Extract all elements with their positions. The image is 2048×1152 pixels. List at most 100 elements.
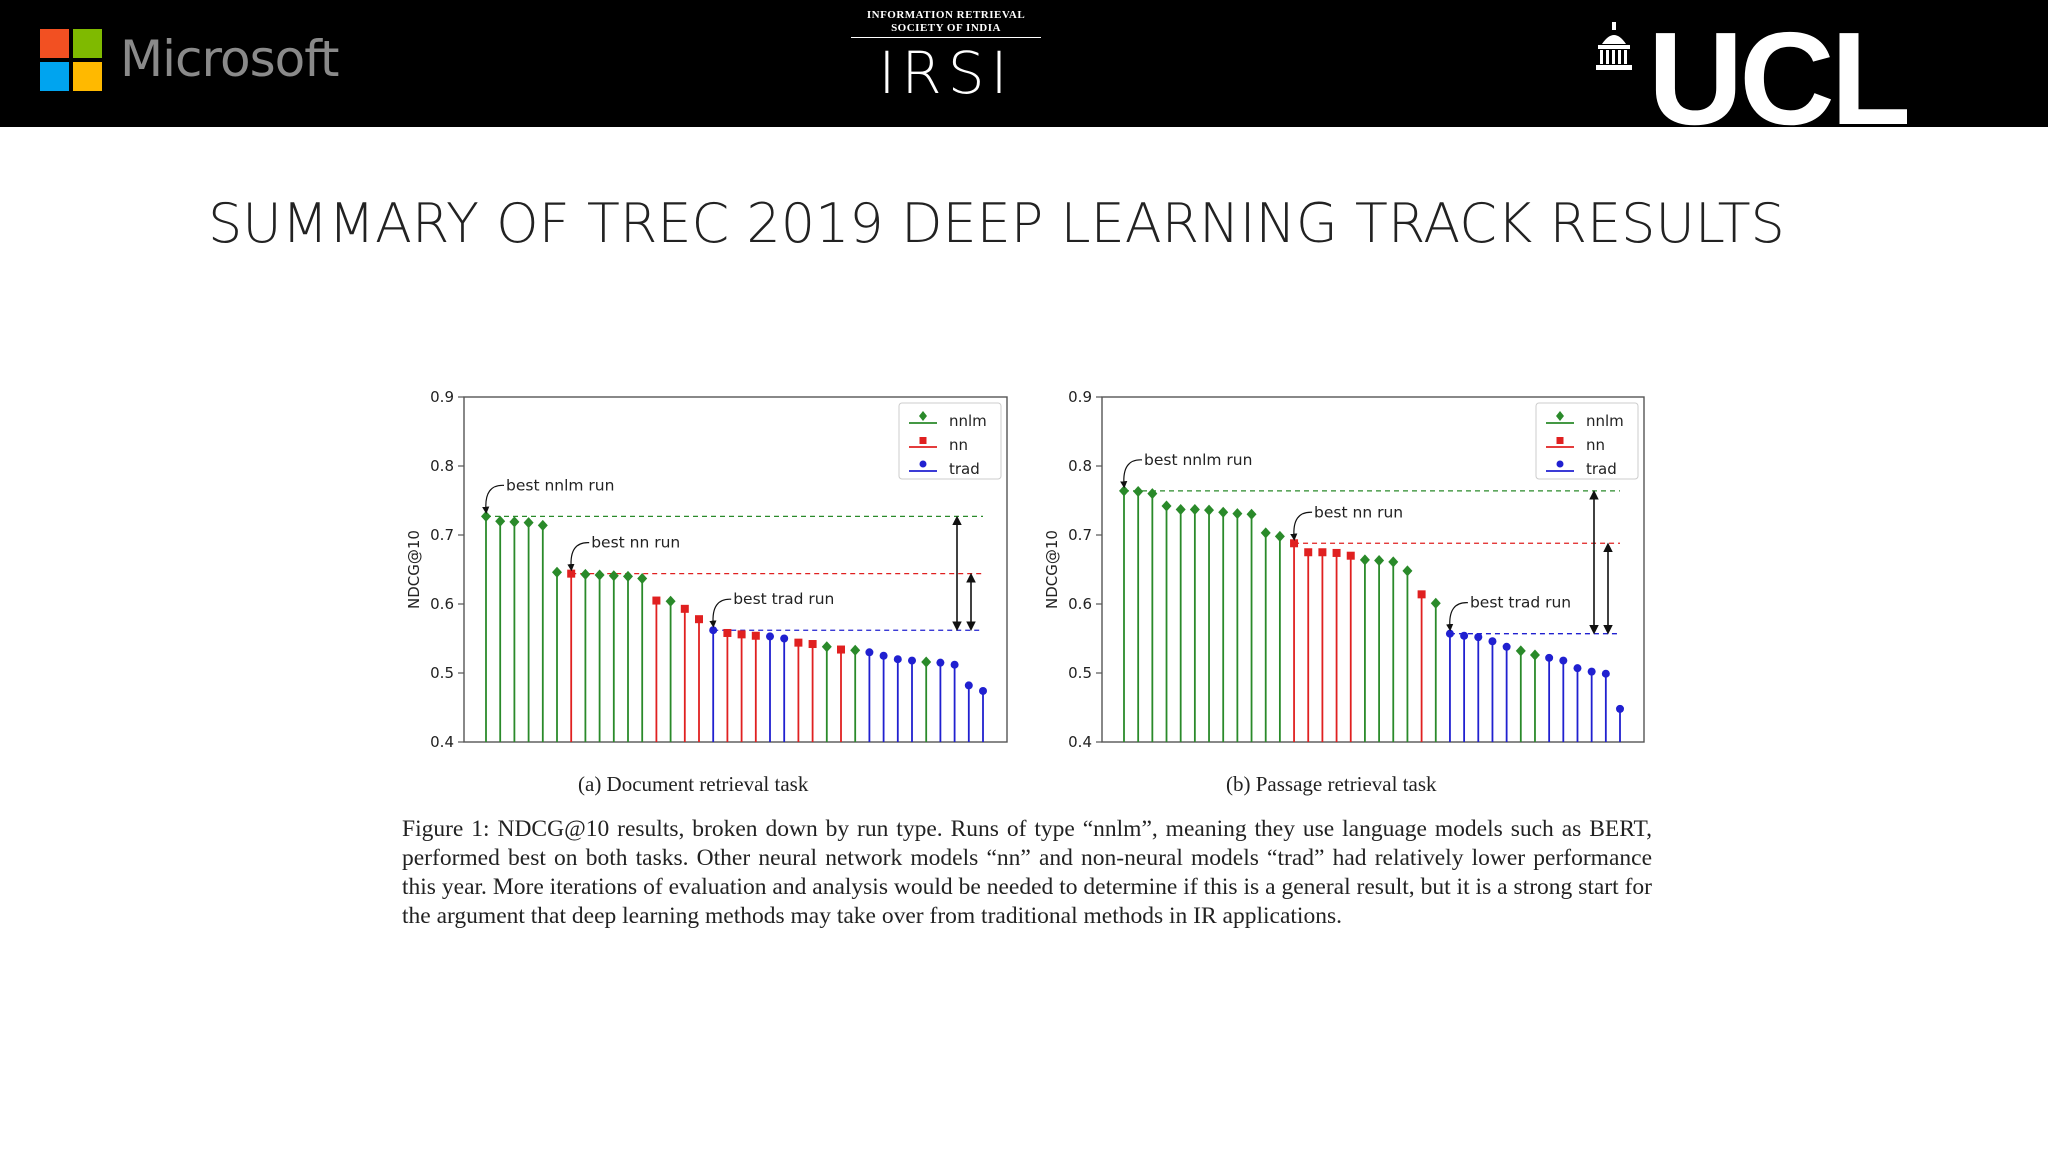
panel-a-point-nnlm (537, 519, 548, 531)
subcaption-b: (b) Passage retrieval task (1226, 772, 1437, 796)
panel-a-point-trad (865, 648, 874, 657)
irsi-line1: INFORMATION RETRIEVAL (866, 9, 1026, 21)
panel-a-point-nnlm (552, 566, 562, 578)
ms-green-square (73, 29, 102, 58)
panel-a-point-nnlm (495, 515, 506, 527)
panel-a-point-nnlm (921, 656, 932, 668)
panel-b-point-trad (1616, 704, 1624, 713)
panel-b-point-nn (1318, 548, 1327, 557)
panel-b-point-trad (1474, 633, 1483, 642)
panel-a-point-nn (695, 615, 703, 624)
panel-b-point-trad (1573, 664, 1582, 673)
panel-b-point-nnlm (1204, 504, 1215, 516)
panel-a-point-nnlm (623, 570, 633, 582)
panel-b-ylabel: NDCG@10 (1043, 530, 1061, 609)
panel-a-point-trad (709, 626, 718, 635)
panel-b-point-trad (1601, 669, 1610, 678)
panel-b-point-nnlm (1515, 645, 1526, 657)
microsoft-logo-icon (40, 29, 102, 91)
panel-a-point-nnlm (637, 572, 648, 584)
panel-b-point-nnlm (1274, 530, 1285, 542)
panel-a-ytick-label: 0.5 (430, 664, 454, 682)
ucl-wordmark: UCL (1648, 5, 1908, 127)
panel-a-point-nnlm (665, 595, 676, 607)
panel-a-point-nn (837, 645, 845, 654)
panel-b-ytick-label: 0.6 (1068, 595, 1092, 613)
panel-a-point-nn (751, 631, 760, 640)
ms-blue-square (40, 62, 69, 91)
panel-b-point-nnlm (1388, 556, 1399, 568)
panel-b-legend-label-nnlm: nnlm (1586, 412, 1624, 430)
figure-caption: Figure 1: NDCG@10 results, broken down b… (402, 816, 1652, 929)
panel-b-point-nn (1346, 551, 1355, 560)
panel-b-ytick-label: 0.4 (1068, 733, 1092, 751)
panel-b-ytick-label: 0.5 (1068, 664, 1092, 682)
panel-a-point-nnlm (509, 516, 520, 528)
panel-b-point-trad (1545, 653, 1554, 662)
panel-b-annotation-label: best nn run (1314, 503, 1403, 521)
panel-b-point-nnlm (1119, 485, 1129, 497)
panel-a-annotation-arrow (482, 484, 505, 514)
panel-b-point-nnlm (1246, 508, 1257, 520)
irsi-logo: INFORMATION RETRIEVAL SOCIETY OF INDIA I… (848, 0, 1044, 127)
panel-b-ytick-label: 0.9 (1068, 388, 1092, 406)
panel-a-annotation-label: best nn run (591, 534, 680, 552)
panel-b-point-nnlm (1161, 500, 1172, 512)
panel-a-legend-marker-nnlm (919, 411, 927, 421)
panel-a-annotation-arrow (709, 598, 732, 628)
panel-b-ytick-label: 0.7 (1068, 526, 1092, 544)
panel-a-legend-box (898, 402, 1002, 480)
panel-b-point-nn (1332, 548, 1341, 557)
panel-b-annotation-label: best nnlm run (1144, 451, 1252, 469)
panel-b-annotation-label: best trad run (1470, 594, 1571, 612)
panel-b-point-trad (1502, 642, 1511, 651)
panel-b-point-trad (1445, 629, 1454, 638)
panel-a-ytick-label: 0.9 (430, 388, 454, 406)
panel-b-point-nnlm (1147, 488, 1158, 500)
panel-b-annotation-arrow (1446, 602, 1468, 632)
ndcg-stem-charts: 0.4 0.5 0.6 0.7 0.8 0.9 NDCG@10 best nnlm run be… (405, 388, 1645, 751)
panel-a-legend-label-nnlm: nnlm (949, 412, 987, 430)
panel-b-legend-label-trad: trad (1586, 460, 1617, 478)
panel-b-point-nnlm (1529, 649, 1540, 661)
panel-a-point-trad (979, 686, 987, 695)
panel-b-point-nn (1417, 590, 1426, 599)
panel-a-legend-marker-nn (919, 437, 927, 444)
panel-a-point-nnlm (594, 569, 605, 581)
panel-b-legend-marker-trad (1556, 460, 1564, 468)
panel-a-point-nn (808, 640, 817, 649)
panel-a-point-nnlm (821, 641, 832, 653)
panel-b-plot-frame (1101, 396, 1645, 743)
panel-b-annotation-arrow (1290, 511, 1313, 541)
panel-a-ylabel: NDCG@10 (405, 530, 423, 609)
panel-b-point-nnlm (1260, 527, 1271, 539)
panel-b-point-nn (1290, 539, 1299, 548)
panel-a-point-trad (766, 632, 774, 641)
panel-b-point-nnlm (1402, 565, 1413, 577)
panel-b-point-nnlm (1189, 503, 1200, 515)
panel-a-ytick-label: 0.7 (430, 526, 454, 544)
panel-b-point-nnlm (1430, 597, 1441, 609)
panel-a-point-nn (680, 604, 689, 613)
panel-a-point-nn (723, 628, 732, 637)
panel-b-point-nn (1304, 548, 1313, 557)
panel-a-point-nn (567, 569, 576, 578)
panel-a-point-nn (652, 596, 661, 605)
panel-b-point-nnlm (1232, 508, 1243, 520)
panel-a-point-nn (794, 638, 803, 647)
panel-b-point-trad (1488, 637, 1497, 646)
panel-a-point-trad (936, 658, 945, 667)
panel-b-ytick-label: 0.8 (1068, 457, 1092, 475)
subcaption-a: (a) Document retrieval task (578, 772, 809, 796)
ms-red-square (40, 29, 69, 58)
ms-yellow-square (73, 62, 102, 91)
panel-b-point-nnlm (1218, 506, 1229, 518)
panel-a-point-nn (737, 630, 746, 639)
panel-a-ytick-label: 0.4 (430, 733, 454, 751)
panel-a-point-trad (780, 634, 789, 643)
panel-a-point-trad (950, 660, 959, 669)
panel-a-legend-marker-trad (919, 460, 927, 468)
panel-a-point-nnlm (481, 510, 491, 522)
panel-a-point-trad (893, 655, 902, 664)
panel-a-legend-label-trad: trad (949, 460, 980, 478)
